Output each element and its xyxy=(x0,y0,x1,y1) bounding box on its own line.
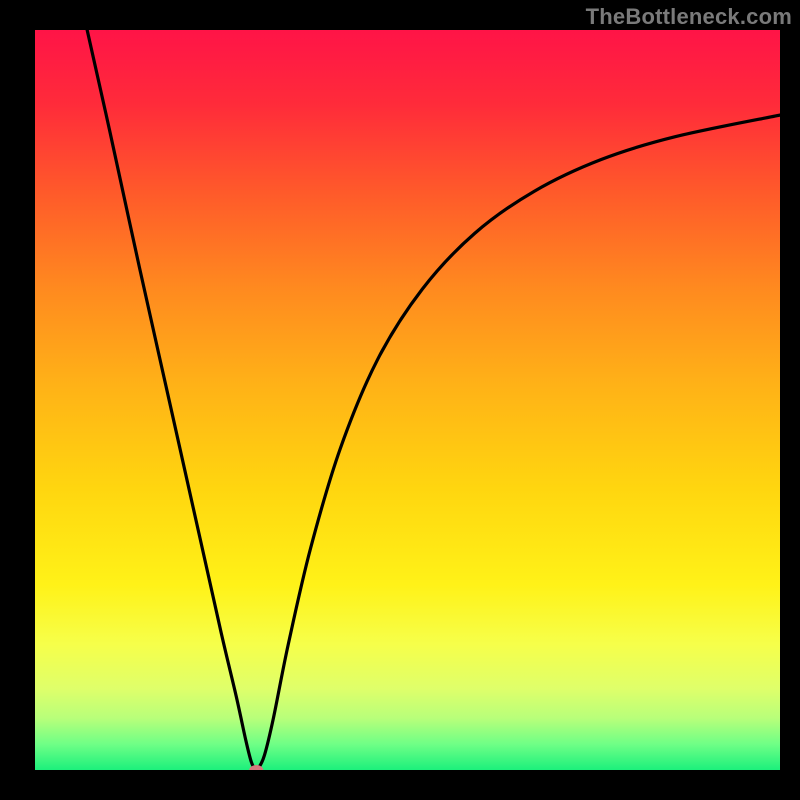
plot-background xyxy=(35,30,780,770)
chart-marker xyxy=(249,765,263,775)
chart-container: TheBottleneck.com xyxy=(0,0,800,800)
bottleneck-chart xyxy=(0,0,800,800)
